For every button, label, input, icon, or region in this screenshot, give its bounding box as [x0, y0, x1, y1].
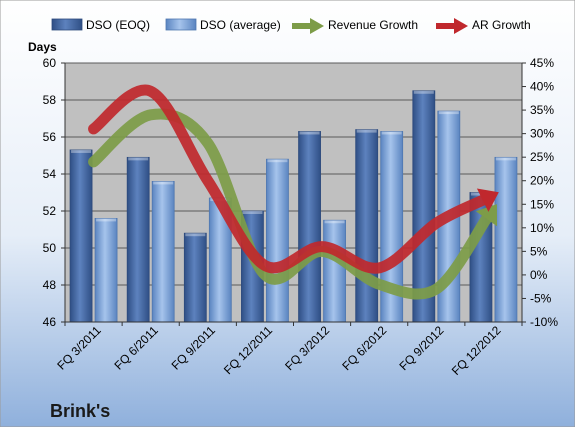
- right-tick-label: 35%: [530, 103, 554, 117]
- right-tick-label: -10%: [530, 315, 558, 329]
- bar-highlight: [242, 211, 263, 214]
- legend-swatch-revenue-growth: [292, 18, 324, 34]
- bar-highlight: [96, 218, 117, 222]
- bar-highlight: [299, 131, 320, 135]
- bar-dso-average: [94, 217, 118, 323]
- right-tick-label: 40%: [530, 80, 554, 94]
- legend-label-ar-growth: AR Growth: [472, 18, 531, 32]
- bar-highlight: [438, 111, 459, 115]
- left-tick-label: 60: [43, 56, 57, 70]
- legend-label-dso-average: DSO (average): [200, 18, 281, 32]
- arrowhead-revenue-growth: [475, 204, 498, 227]
- left-tick-label: 56: [43, 130, 57, 144]
- bar-highlight: [71, 149, 92, 153]
- right-tick-label: 5%: [530, 244, 548, 258]
- legend-label-dso-eoq: DSO (EOQ): [86, 18, 150, 32]
- bar-highlight: [128, 157, 149, 161]
- right-tick-label: 25%: [530, 150, 554, 164]
- right-tick-label: 20%: [530, 174, 554, 188]
- arrowhead-ar-growth: [476, 188, 499, 212]
- bar-dso-eoq: [69, 149, 93, 323]
- bar-dso-eoq: [126, 156, 150, 323]
- bar-highlight: [381, 131, 402, 135]
- right-tick-label: 10%: [530, 221, 554, 235]
- bar-highlight: [495, 157, 516, 161]
- right-tick-label: -5%: [530, 291, 552, 305]
- bar-dso-average: [323, 219, 346, 323]
- left-tick-label: 52: [43, 204, 57, 218]
- right-tick-label: 0%: [530, 268, 548, 282]
- left-tick-label: 46: [43, 315, 57, 329]
- bar-highlight: [356, 129, 377, 133]
- growth-lines: [88, 84, 499, 300]
- bar-highlight: [267, 159, 288, 163]
- left-axis-title: Days: [28, 40, 57, 54]
- left-tick-label: 48: [43, 278, 57, 292]
- company-label: Brink's: [50, 401, 110, 421]
- bar-dso-average: [266, 158, 289, 323]
- right-tick-label: 45%: [530, 56, 554, 70]
- bar-dso-eoq: [298, 131, 321, 323]
- bar-dso-average: [494, 156, 518, 323]
- right-tick-label: 15%: [530, 197, 554, 211]
- legend: DSO (EOQ) DSO (average) Revenue Growth A…: [51, 18, 531, 34]
- line-ar-growth: [88, 84, 489, 274]
- left-axis: 46 48 50 52 54 56 58 60: [43, 56, 66, 329]
- bar-highlight: [185, 233, 206, 237]
- line-revenue-growth: [88, 108, 492, 300]
- left-tick-label: 50: [43, 241, 57, 255]
- right-tick-label: 30%: [530, 127, 554, 141]
- bar-dso-eoq: [355, 129, 379, 323]
- legend-swatch-ar-growth: [436, 18, 468, 34]
- legend-swatch-dso-eoq: [51, 18, 83, 31]
- right-axis: -10% -5% 0% 5% 10% 15% 20% 25% 30% 35% 40% 45%: [521, 56, 558, 329]
- bar-dso-average: [151, 180, 175, 323]
- bar-highlight: [324, 220, 345, 224]
- legend-swatch-dso-average: [165, 18, 197, 31]
- left-tick-label: 58: [43, 93, 57, 107]
- legend-label-revenue-growth: Revenue Growth: [328, 18, 418, 32]
- bar-highlight: [413, 90, 434, 94]
- bar-dso-eoq: [183, 232, 207, 323]
- bar-highlight: [153, 181, 174, 185]
- left-tick-label: 54: [43, 167, 57, 181]
